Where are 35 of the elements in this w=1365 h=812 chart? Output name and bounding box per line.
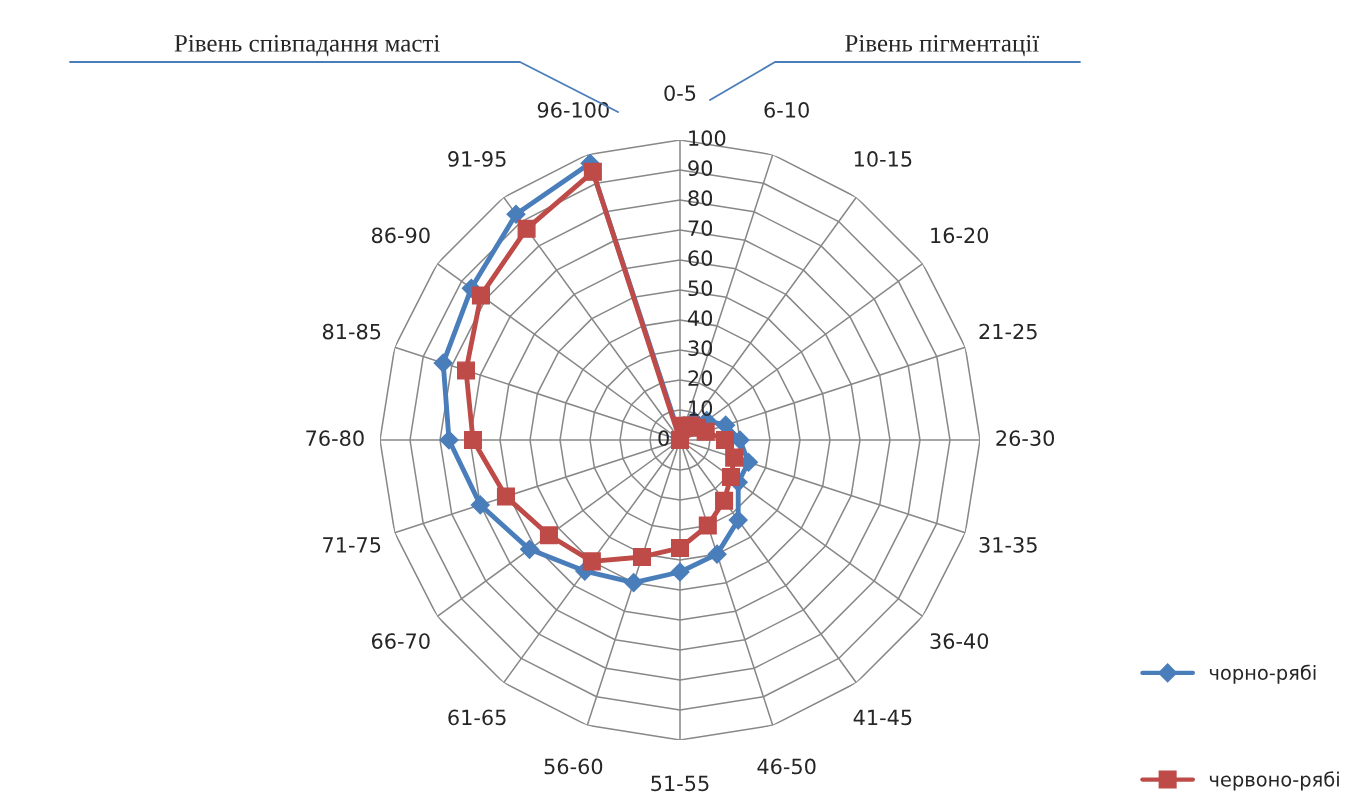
y-tick-label: 20 <box>688 370 713 387</box>
y-tick-label: 50 <box>688 280 713 297</box>
spoke-label: 86-90 <box>371 227 430 244</box>
spoke-label: 21-25 <box>979 323 1037 340</box>
spoke-label: 0-5 <box>664 85 696 101</box>
spoke-label: 96-100 <box>537 102 609 118</box>
spoke-label: 10-15 <box>854 151 912 167</box>
spoke-label: 66-70 <box>371 633 430 649</box>
spoke-label: 16-20 <box>931 227 989 244</box>
spoke-label: 51-55 <box>651 775 709 792</box>
spoke-label: 71-75 <box>323 537 381 553</box>
spoke-label: 81-85 <box>322 323 381 340</box>
spoke-label: 26-30 <box>996 430 1055 447</box>
legend-label: чорно-рябі <box>1209 664 1316 684</box>
y-tick-label: 100 <box>689 130 726 147</box>
y-tick-label: 30 <box>688 340 713 357</box>
spoke-label: 41-45 <box>853 709 912 726</box>
y-tick-label: 40 <box>687 310 713 327</box>
y-tick-label: 60 <box>688 250 713 267</box>
spoke-label: 91-95 <box>448 151 506 167</box>
y-tick-label: 10 <box>689 400 713 417</box>
spoke-label: 36-40 <box>930 633 989 649</box>
spoke-label: 76-80 <box>306 430 364 447</box>
y-tick-label: 70 <box>688 220 713 237</box>
spoke-label: 6-10 <box>764 102 809 118</box>
y-tick-label: 90 <box>688 160 713 177</box>
spoke-label: 61-65 <box>448 709 506 726</box>
text: Рівень пігментації <box>845 34 1040 57</box>
legend-label: червоно-рябі <box>1209 771 1339 791</box>
y-tick-label: 0 <box>658 430 669 447</box>
spoke-label: 46-50 <box>757 758 816 775</box>
y-tick-label: 80 <box>688 190 713 207</box>
spoke-label: 31-35 <box>979 536 1037 553</box>
spoke-label: 56-60 <box>544 758 603 775</box>
text: Рівень співпадання масті <box>174 34 440 57</box>
